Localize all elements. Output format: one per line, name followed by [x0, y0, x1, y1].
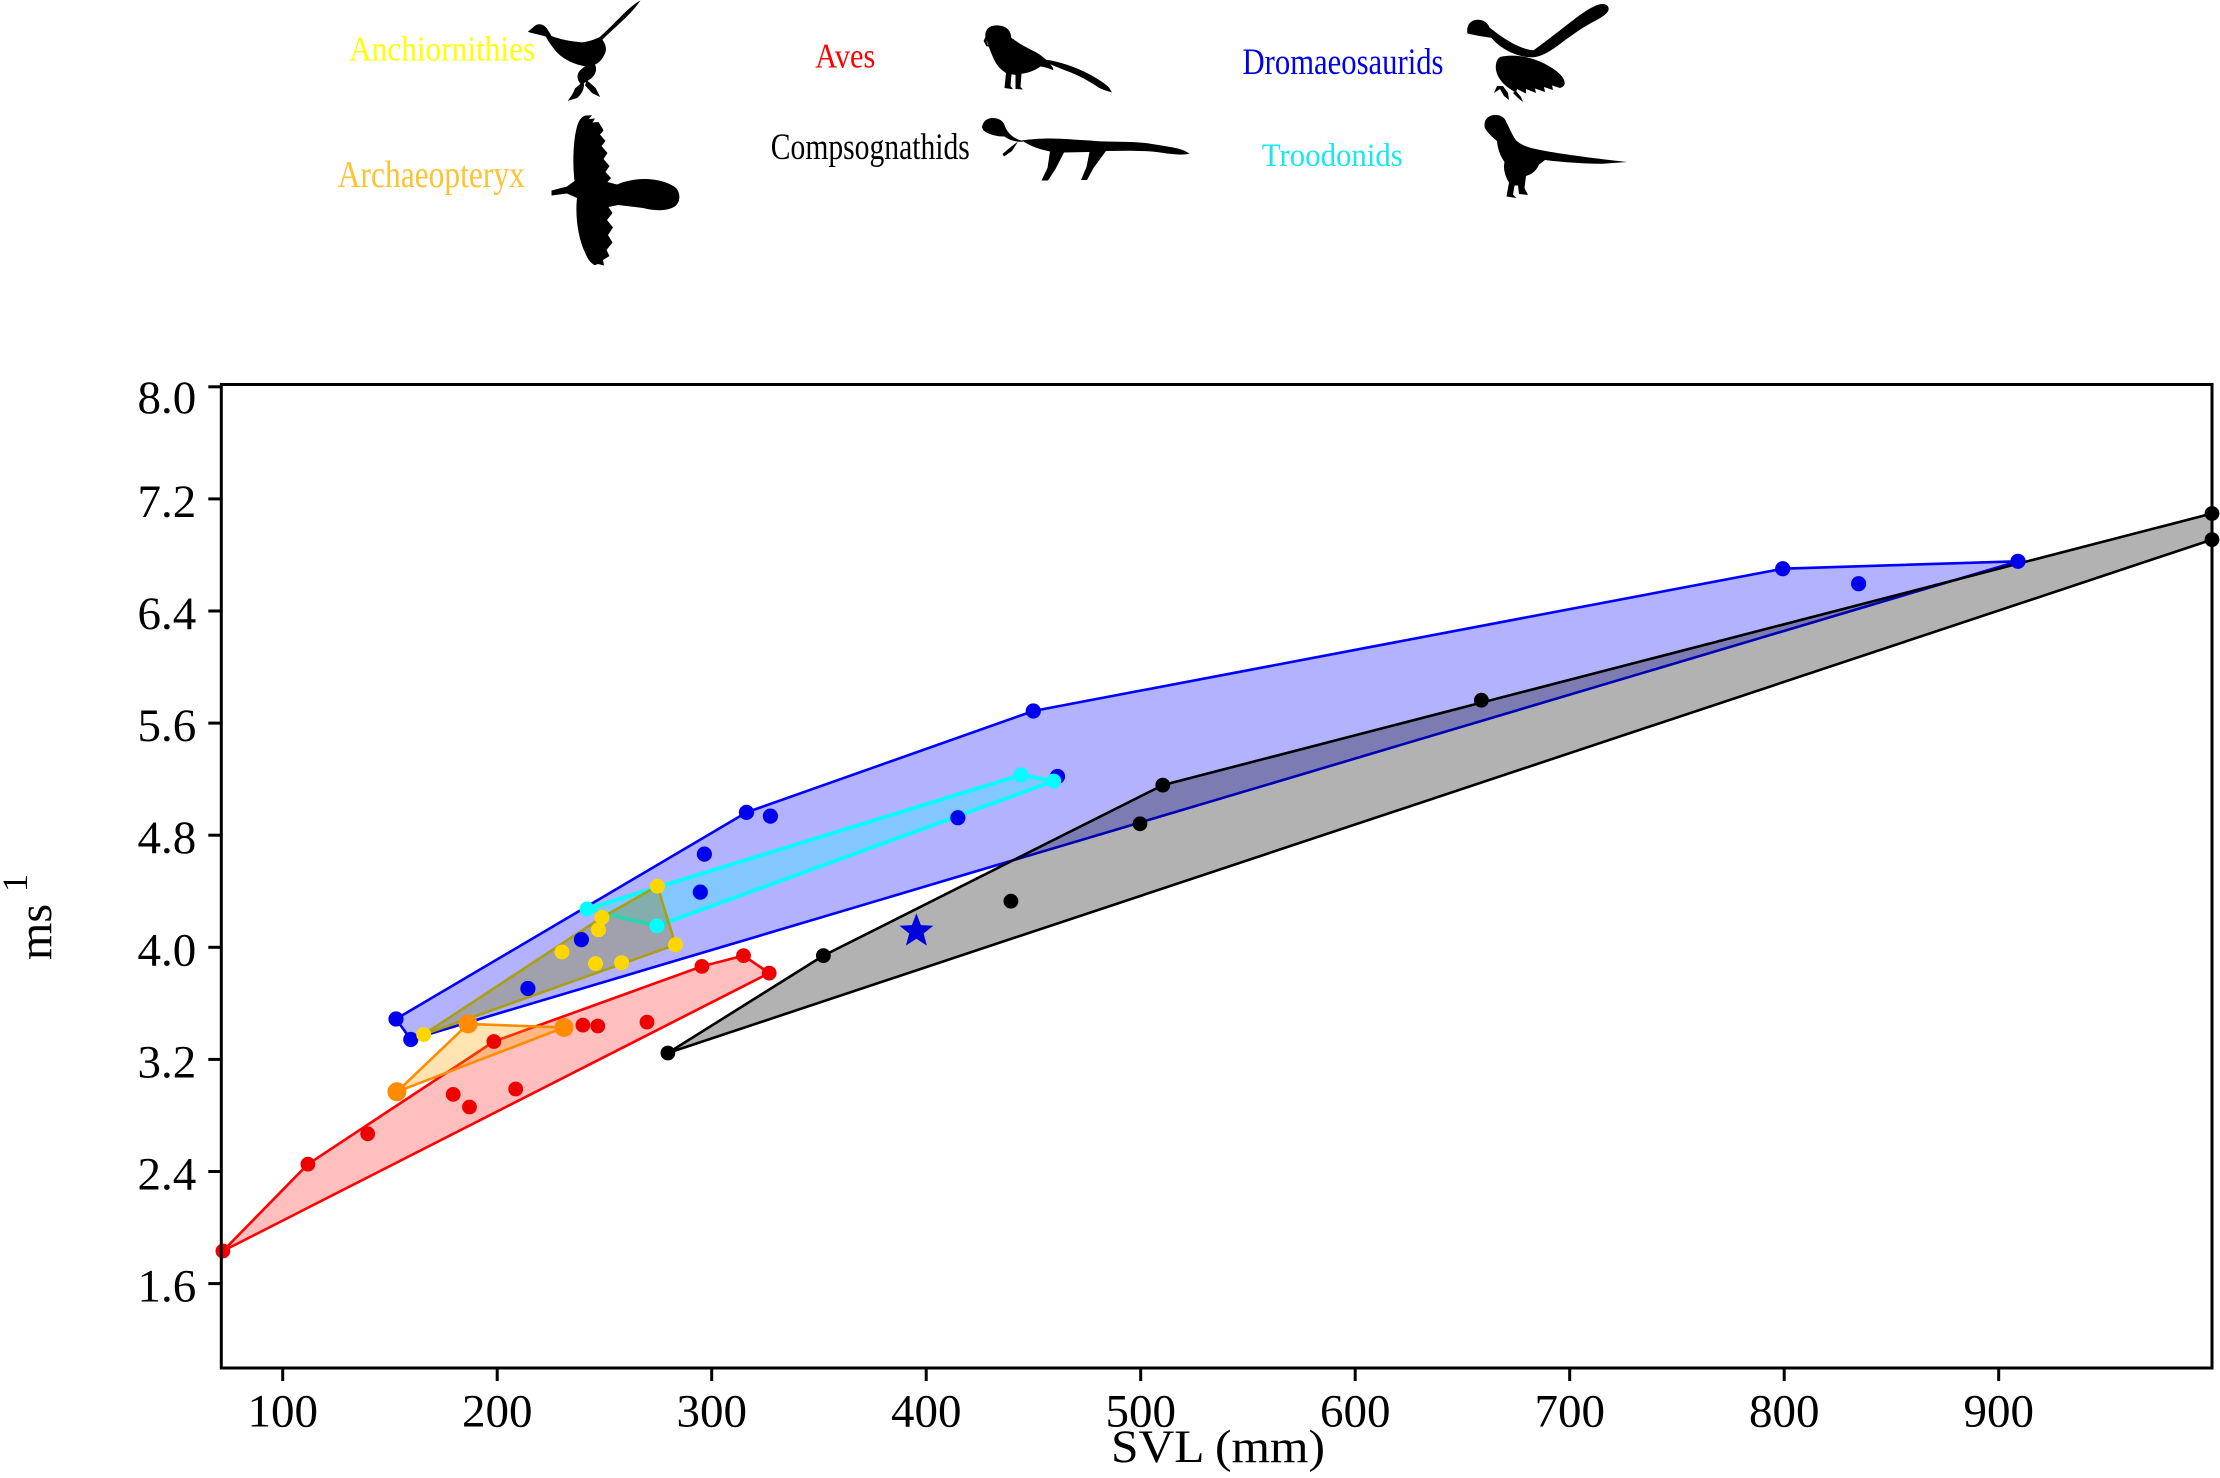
svg-text:8.0: 8.0 — [138, 372, 197, 424]
svg-text:Aves: Aves — [815, 37, 875, 76]
svg-text:300: 300 — [676, 1386, 747, 1438]
svg-text:SVL (mm): SVL (mm) — [1111, 1421, 1325, 1473]
svg-text:4.8: 4.8 — [138, 812, 197, 864]
svg-text:1.6: 1.6 — [138, 1261, 197, 1313]
svg-text:Archaeopteryx: Archaeopteryx — [338, 154, 525, 196]
svg-text:6.4: 6.4 — [138, 588, 197, 640]
svg-text:3.2: 3.2 — [138, 1036, 197, 1088]
svg-text:400: 400 — [891, 1386, 962, 1438]
svg-text:200: 200 — [462, 1386, 533, 1438]
svg-text:5.6: 5.6 — [138, 700, 197, 752]
svg-text:900: 900 — [1963, 1386, 2034, 1438]
svg-text:800: 800 — [1749, 1386, 1820, 1438]
svg-text:700: 700 — [1534, 1386, 1605, 1438]
svg-text:Compsognathids: Compsognathids — [771, 127, 970, 168]
svg-text:600: 600 — [1320, 1386, 1391, 1438]
svg-text:Troodonids: Troodonids — [1262, 138, 1403, 174]
svg-text:7.2: 7.2 — [138, 476, 197, 528]
svg-text:Anchiornithies: Anchiornithies — [349, 29, 535, 68]
svg-text:4.0: 4.0 — [138, 924, 197, 976]
svg-text:2.4: 2.4 — [138, 1149, 197, 1201]
svg-text:500: 500 — [1105, 1386, 1176, 1438]
svg-text:Dromaeosaurids: Dromaeosaurids — [1243, 42, 1444, 83]
svg-text:100: 100 — [247, 1386, 318, 1438]
